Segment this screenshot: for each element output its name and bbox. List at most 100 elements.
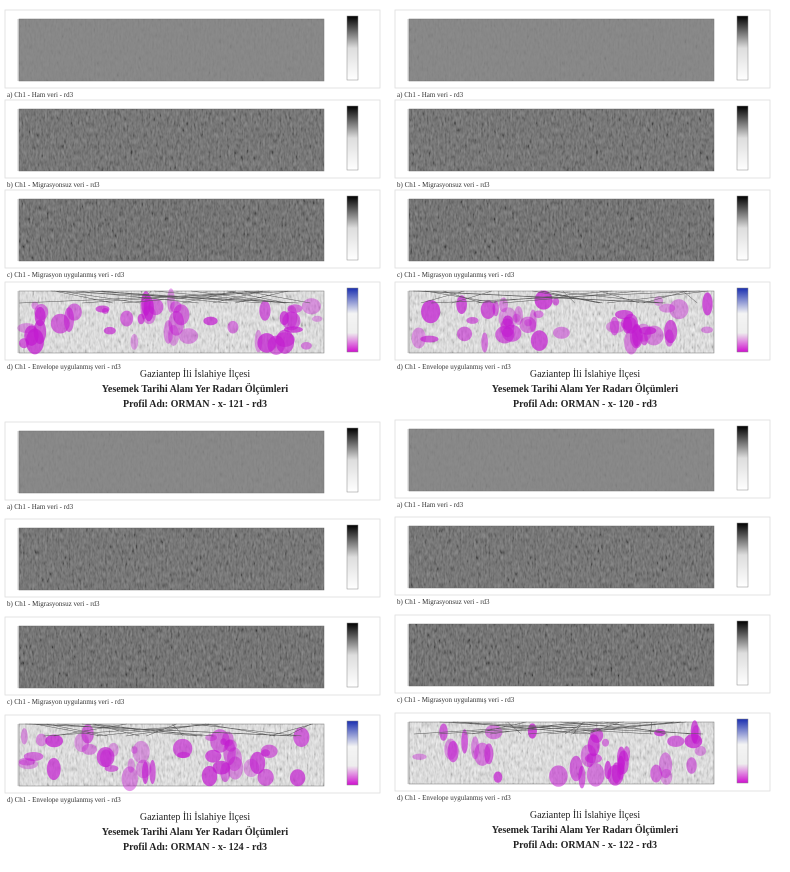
envelope-anomaly bbox=[130, 334, 139, 350]
envelope-trace bbox=[414, 721, 603, 735]
envelope-anomaly bbox=[172, 738, 193, 759]
figure-title-line: Gaziantep İli İslahiye İlçesi bbox=[140, 368, 250, 380]
radargram-texture bbox=[409, 624, 714, 686]
envelope-anomaly bbox=[481, 332, 489, 353]
envelope-anomaly bbox=[24, 325, 39, 346]
envelope-anomaly bbox=[664, 329, 674, 347]
figure-title-line: Gaziantep İli İslahiye İlçesi bbox=[530, 809, 640, 821]
envelope-trace bbox=[502, 290, 641, 304]
envelope-anomaly bbox=[227, 756, 243, 780]
envelope-anomaly bbox=[212, 760, 231, 775]
envelope-anomaly bbox=[447, 740, 459, 763]
envelope-anomaly bbox=[480, 300, 496, 320]
envelope-anomaly bbox=[499, 297, 508, 313]
colorbar bbox=[736, 425, 749, 491]
envelope-anomaly bbox=[653, 296, 664, 306]
envelope-anomaly bbox=[205, 749, 222, 763]
envelope-anomaly bbox=[586, 762, 605, 787]
envelope-anomaly bbox=[300, 342, 312, 350]
envelope-anomaly bbox=[142, 761, 149, 785]
radargram-texture bbox=[19, 528, 324, 590]
envelope-anomaly bbox=[249, 751, 266, 774]
panel-caption: b) Ch1 - Migrasyonsuz veri - rd3 bbox=[397, 598, 490, 606]
envelope-anomaly bbox=[283, 326, 303, 333]
envelope-anomaly bbox=[650, 764, 662, 783]
envelope-trace bbox=[172, 723, 184, 737]
envelope-anomaly bbox=[167, 288, 175, 313]
radargram-panel: c) Ch1 - Migrasyon uygulanmış veri - rd3 bbox=[4, 616, 381, 706]
envelope-trace bbox=[46, 723, 108, 737]
envelope-anomaly bbox=[275, 332, 295, 347]
panel-caption: d) Ch1 - Envelope uygulanmış veri - rd3 bbox=[7, 363, 121, 371]
envelope-anomaly bbox=[35, 733, 47, 747]
panel-caption: b) Ch1 - Migrasyonsuz veri - rd3 bbox=[7, 181, 100, 189]
radargram-panel: b) Ch1 - Migrasyonsuz veri - rd3 bbox=[4, 518, 381, 608]
envelope-anomaly bbox=[549, 765, 568, 787]
envelope-trace bbox=[59, 290, 141, 304]
envelope-anomaly bbox=[534, 290, 553, 310]
envelope-anomaly bbox=[684, 733, 703, 749]
figure-title-line: Profil Adı: ORMAN - x- 124 - rd3 bbox=[123, 842, 267, 853]
envelope-anomaly bbox=[178, 328, 199, 344]
colorbar bbox=[736, 287, 749, 353]
envelope-trace bbox=[205, 723, 276, 737]
envelope-anomaly bbox=[694, 745, 707, 756]
envelope-trace bbox=[471, 721, 527, 735]
envelope-anomaly bbox=[226, 747, 242, 772]
radargram-panel: d) Ch1 - Envelope uygulanmış veri - rd3 bbox=[4, 281, 381, 371]
envelope-trace bbox=[93, 723, 203, 737]
envelope-anomaly bbox=[137, 313, 145, 325]
envelope-trace bbox=[587, 721, 621, 735]
colorbar bbox=[736, 522, 749, 588]
envelope-trace bbox=[550, 290, 663, 304]
envelope-anomaly bbox=[23, 751, 44, 762]
colorbar bbox=[346, 105, 359, 171]
envelope-trace bbox=[682, 290, 698, 304]
envelope-anomaly bbox=[493, 771, 503, 783]
envelope-trace bbox=[139, 290, 152, 304]
envelope-anomaly bbox=[311, 315, 323, 322]
panel-caption: b) Ch1 - Migrasyonsuz veri - rd3 bbox=[7, 600, 100, 608]
envelope-anomaly bbox=[609, 316, 620, 336]
envelope-anomaly bbox=[120, 310, 134, 327]
radargram-texture bbox=[409, 199, 714, 261]
radargram-panel: d) Ch1 - Envelope uygulanmış veri - rd3 bbox=[394, 281, 771, 371]
envelope-anomaly bbox=[103, 326, 116, 335]
envelope-anomaly bbox=[660, 768, 673, 785]
envelope-trace bbox=[122, 290, 270, 304]
envelope-anomaly bbox=[587, 734, 600, 757]
envelope-anomaly bbox=[132, 740, 150, 764]
envelope-anomaly bbox=[638, 326, 657, 335]
envelope-anomaly bbox=[644, 325, 664, 346]
envelope-trace bbox=[286, 723, 312, 737]
radargram-panel: c) Ch1 - Migrasyon uygulanmış veri - rd3 bbox=[4, 189, 381, 279]
envelope-anomaly bbox=[127, 758, 135, 773]
envelope-anomaly bbox=[108, 742, 119, 757]
envelope-trace bbox=[451, 290, 493, 304]
envelope-anomaly bbox=[667, 735, 685, 747]
envelope-trace bbox=[53, 723, 127, 737]
envelope-anomaly bbox=[533, 310, 544, 318]
envelope-trace bbox=[125, 723, 207, 737]
envelope-anomaly bbox=[658, 752, 673, 779]
figure-title-line: Profil Adı: ORMAN - x- 121 - rd3 bbox=[123, 399, 267, 410]
envelope-anomaly bbox=[227, 320, 239, 334]
envelope-anomaly bbox=[220, 738, 227, 746]
envelope-anomaly bbox=[529, 309, 537, 333]
colorbar bbox=[736, 105, 749, 171]
colorbar bbox=[346, 15, 359, 81]
envelope-trace bbox=[191, 723, 302, 737]
envelope-trace bbox=[92, 723, 140, 737]
envelope-anomaly bbox=[514, 306, 523, 325]
envelope-anomaly bbox=[17, 323, 37, 333]
radargram-panel: b) Ch1 - Migrasyonsuz veri - rd3 bbox=[394, 516, 771, 606]
envelope-anomaly bbox=[484, 743, 494, 765]
radargram-panel: a) Ch1 - Ham veri - rd3 bbox=[394, 419, 771, 509]
envelope-trace bbox=[420, 290, 465, 304]
envelope-trace bbox=[572, 721, 584, 735]
envelope-anomaly bbox=[279, 311, 289, 326]
envelope-anomaly bbox=[148, 298, 164, 316]
radargram-panel: b) Ch1 - Migrasyonsuz veri - rd3 bbox=[394, 99, 771, 189]
envelope-trace bbox=[89, 290, 294, 304]
